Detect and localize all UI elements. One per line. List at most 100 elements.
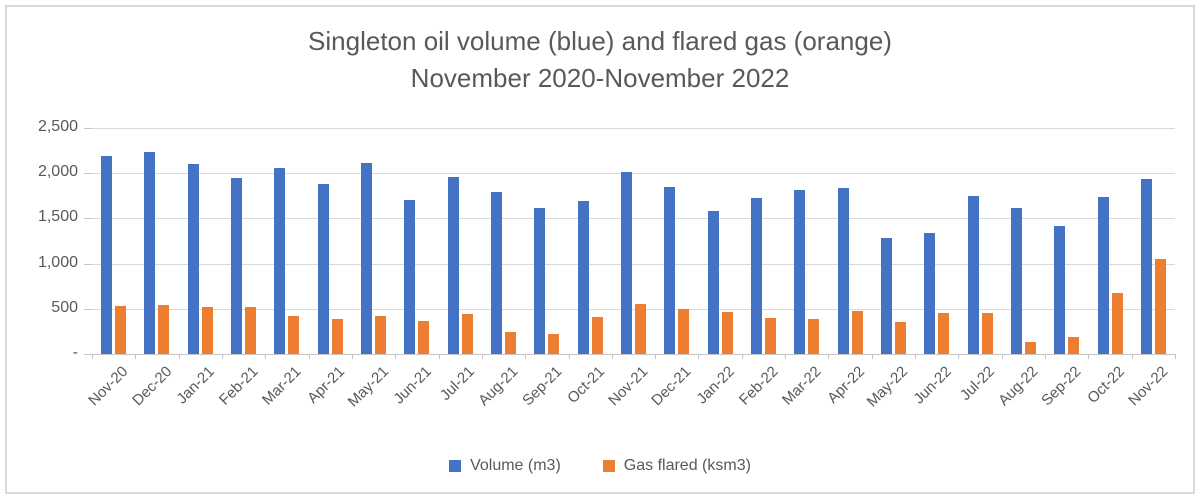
x-axis-label: Oct-22 bbox=[1084, 363, 1129, 407]
gas-flared-legend-swatch-icon bbox=[602, 460, 615, 472]
y-axis-tick bbox=[84, 218, 92, 219]
bar-volume-nov-22 bbox=[1140, 179, 1152, 354]
bar-group-oct-21 bbox=[569, 128, 612, 354]
y-axis-tick bbox=[84, 309, 92, 310]
bar-volume-dec-21 bbox=[664, 187, 676, 354]
x-axis-tick bbox=[915, 354, 916, 359]
x-axis-tick bbox=[179, 354, 180, 359]
y-axis-label: 2,000 bbox=[37, 163, 78, 180]
bar-gas-flared-sep-22 bbox=[1068, 337, 1080, 354]
x-axis-label: Feb-22 bbox=[735, 363, 782, 409]
y-axis-label: 500 bbox=[51, 299, 78, 316]
bar-volume-dec-20 bbox=[144, 152, 156, 354]
x-axis-label: Aug-22 bbox=[995, 363, 1042, 410]
legend-item-gas-flared: Gas flared (ksm3) bbox=[602, 457, 751, 475]
chart-title-line2: November 2020-November 2022 bbox=[410, 63, 790, 93]
bar-volume-jul-21 bbox=[447, 177, 459, 354]
bar-gas-flared-apr-21 bbox=[331, 319, 343, 354]
bar-volume-feb-22 bbox=[750, 198, 762, 354]
x-axis-label: Mar-21 bbox=[259, 363, 305, 409]
bar-gas-flared-aug-21 bbox=[505, 332, 517, 354]
bar-volume-apr-21 bbox=[317, 184, 329, 354]
x-axis-label: Feb-21 bbox=[216, 363, 262, 409]
x-axis-label: Apr-22 bbox=[824, 363, 869, 407]
x-axis-label: Sep-21 bbox=[518, 363, 565, 410]
bar-volume-jan-22 bbox=[707, 211, 719, 354]
bar-group-nov-22 bbox=[1132, 128, 1175, 354]
bar-gas-flared-jul-22 bbox=[981, 313, 993, 354]
bar-gas-flared-mar-22 bbox=[808, 319, 820, 354]
x-axis-label: Dec-20 bbox=[128, 363, 176, 410]
y-axis-label: 2,500 bbox=[37, 118, 78, 135]
x-axis-label: Jul-21 bbox=[437, 363, 479, 404]
bar-gas-flared-jul-21 bbox=[461, 314, 473, 354]
bar-volume-jun-22 bbox=[924, 233, 936, 354]
bar-group-oct-22 bbox=[1088, 128, 1131, 354]
x-axis-tick bbox=[92, 354, 93, 359]
bar-volume-feb-21 bbox=[231, 178, 243, 354]
x-axis-label: Apr-21 bbox=[304, 363, 349, 407]
legend: Volume (m3) Gas flared (ksm3) bbox=[7, 457, 1193, 475]
volume-legend-swatch-icon bbox=[449, 460, 462, 472]
bar-volume-nov-21 bbox=[620, 172, 632, 354]
y-axis-tick bbox=[84, 128, 92, 129]
bar-group-jan-22 bbox=[698, 128, 741, 354]
bar-group-jul-21 bbox=[439, 128, 482, 354]
x-axis-tick bbox=[1132, 354, 1133, 359]
bar-group-may-22 bbox=[872, 128, 915, 354]
bar-group-jun-21 bbox=[395, 128, 438, 354]
x-axis-label: Jul-22 bbox=[957, 363, 999, 404]
gridline bbox=[92, 173, 1175, 174]
bar-group-apr-22 bbox=[828, 128, 871, 354]
bar-gas-flared-sep-21 bbox=[548, 334, 560, 354]
x-axis-label: Mar-22 bbox=[779, 363, 825, 409]
bar-volume-mar-21 bbox=[274, 168, 286, 354]
x-axis-label: May-21 bbox=[344, 363, 392, 411]
bar-gas-flared-feb-22 bbox=[764, 318, 776, 354]
bar-group-mar-21 bbox=[265, 128, 308, 354]
bar-gas-flared-nov-20 bbox=[115, 306, 127, 354]
x-axis-label: Jan-21 bbox=[173, 363, 219, 408]
x-axis-tick bbox=[352, 354, 353, 359]
y-axis-label: 1,000 bbox=[37, 254, 78, 271]
x-axis-label: Oct-21 bbox=[564, 363, 609, 407]
bar-gas-flared-oct-21 bbox=[591, 317, 603, 354]
bar-gas-flared-feb-21 bbox=[245, 307, 257, 354]
x-axis-line bbox=[92, 354, 1175, 355]
bar-group-dec-20 bbox=[135, 128, 178, 354]
x-axis-tick bbox=[439, 354, 440, 359]
gridline bbox=[92, 218, 1175, 219]
bar-group-feb-22 bbox=[742, 128, 785, 354]
x-axis-label: Nov-20 bbox=[85, 363, 132, 410]
x-axis-tick bbox=[612, 354, 613, 359]
bar-volume-nov-20 bbox=[101, 156, 113, 354]
bar-group-mar-22 bbox=[785, 128, 828, 354]
y-axis-tick bbox=[84, 173, 92, 174]
bar-group-dec-21 bbox=[655, 128, 698, 354]
bar-volume-oct-22 bbox=[1097, 197, 1109, 354]
x-axis-label: May-22 bbox=[864, 363, 912, 411]
x-axis-tick bbox=[1045, 354, 1046, 359]
x-axis-tick bbox=[1088, 354, 1089, 359]
bar-gas-flared-nov-21 bbox=[634, 304, 646, 354]
y-axis-label: - bbox=[72, 344, 78, 361]
bar-volume-mar-22 bbox=[794, 190, 806, 354]
x-axis-tick bbox=[309, 354, 310, 359]
bar-gas-flared-aug-22 bbox=[1024, 342, 1036, 354]
x-axis-tick bbox=[655, 354, 656, 359]
bar-gas-flared-dec-20 bbox=[158, 305, 170, 354]
y-axis-tick bbox=[84, 264, 92, 265]
bar-volume-sep-21 bbox=[534, 208, 546, 354]
bar-volume-sep-22 bbox=[1054, 226, 1066, 354]
bar-volume-jul-22 bbox=[967, 196, 979, 354]
x-axis-tick bbox=[135, 354, 136, 359]
bar-group-aug-22 bbox=[1002, 128, 1045, 354]
bar-volume-aug-22 bbox=[1010, 208, 1022, 354]
bar-gas-flared-jan-22 bbox=[721, 312, 733, 354]
x-axis-label: Nov-21 bbox=[605, 363, 652, 410]
bar-group-apr-21 bbox=[309, 128, 352, 354]
x-axis-label: Jun-21 bbox=[390, 363, 435, 408]
x-axis-tick bbox=[525, 354, 526, 359]
gridline bbox=[92, 309, 1175, 310]
